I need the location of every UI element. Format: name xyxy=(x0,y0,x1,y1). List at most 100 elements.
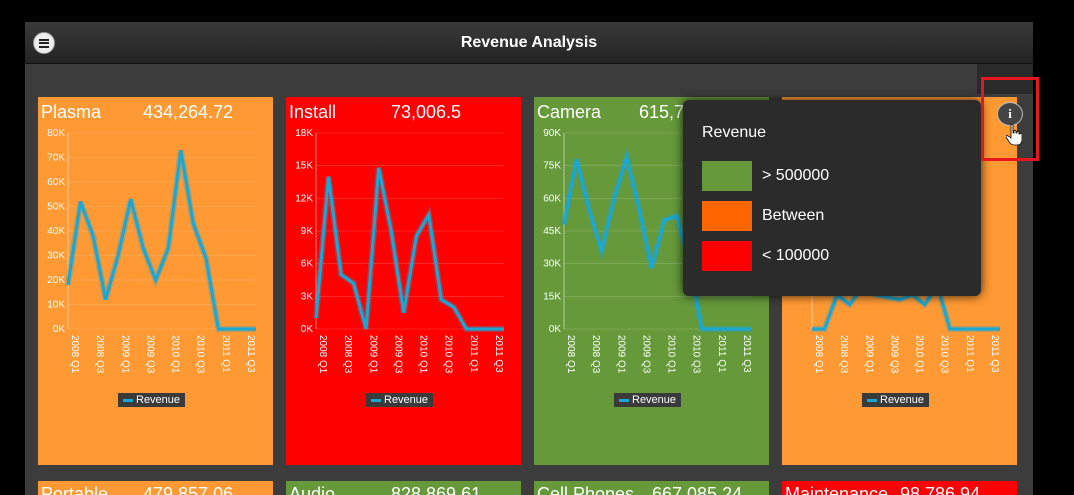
y-tick-label: 9K xyxy=(301,226,314,237)
y-tick-label: 30K xyxy=(47,251,65,262)
y-tick-label: 20K xyxy=(47,275,65,286)
y-tick-label: 15K xyxy=(543,291,561,302)
tile-value: 828,869.61 xyxy=(391,484,482,495)
x-tick-label: 2011 Q3 xyxy=(989,335,1000,373)
chart-tile[interactable]: Maintenance 98,786.94 xyxy=(782,481,1017,495)
chart-legend: Revenue xyxy=(366,393,434,407)
x-tick-label: 2011 Q3 xyxy=(245,335,256,373)
chart-tile[interactable]: Install 73,006.5 18K 15K 12K 9K 6K 3K 0K 2008 Q1 2… xyxy=(286,97,521,465)
x-tick-label: 2008 Q3 xyxy=(838,335,849,374)
tile-value: 73,006.5 xyxy=(391,102,462,122)
legend-swatch-high xyxy=(702,161,752,191)
hand-cursor-icon xyxy=(1006,124,1022,146)
legend-swatch-low xyxy=(702,241,752,271)
x-tick-label: 2010 Q1 xyxy=(914,335,925,374)
chart-tile[interactable]: Cell Phones 667,085.24 xyxy=(534,481,769,495)
series-line-glow xyxy=(313,167,504,332)
legend-swatch xyxy=(867,398,877,402)
tile-value: 667,085.24 xyxy=(652,484,743,495)
y-tick-label: 0K xyxy=(301,324,314,335)
x-tick-label: 2011 Q3 xyxy=(493,335,504,373)
y-tick-label: 6K xyxy=(301,259,314,270)
chart-tile[interactable]: Portable 479,857.06 xyxy=(38,481,273,495)
info-button[interactable]: i xyxy=(997,102,1023,126)
tile-value: 434,264.72 xyxy=(143,102,234,122)
y-tick-label: 0K xyxy=(549,324,562,335)
legend-label: Revenue xyxy=(136,394,181,406)
y-tick-label: 30K xyxy=(543,259,561,270)
y-tick-label: 18K xyxy=(295,128,313,139)
y-tick-label: 10K xyxy=(47,300,65,311)
series-line-revenue xyxy=(562,151,752,331)
x-tick-label: 2009 Q3 xyxy=(392,335,403,374)
legend-label: Revenue xyxy=(384,394,429,406)
x-tick-label: 2008 Q1 xyxy=(813,335,824,374)
title-bar: Revenue Analysis xyxy=(25,22,1033,64)
series-line-revenue xyxy=(812,281,1000,331)
y-tick-label: 90K xyxy=(543,128,561,139)
tile-name: Camera xyxy=(537,102,602,122)
highlight-box xyxy=(981,77,1039,161)
x-tick-label: 2010 Q1 xyxy=(418,335,429,374)
legend-label: Revenue xyxy=(880,394,925,406)
tile-name: Audio xyxy=(289,484,336,495)
x-tick-label: 2011 Q1 xyxy=(964,335,975,373)
x-tick-label: 2010 Q1 xyxy=(666,335,677,374)
chart-legend: Revenue xyxy=(862,393,930,407)
page-title: Revenue Analysis xyxy=(460,34,598,51)
legend-label-mid: Between xyxy=(762,207,825,224)
x-tick-label: 2010 Q1 xyxy=(170,335,181,374)
x-tick-label: 2009 Q3 xyxy=(640,335,651,374)
tile-value: 615,7 xyxy=(639,102,685,122)
y-tick-label: 75K xyxy=(543,161,561,172)
legend-label-high: > 500000 xyxy=(762,167,830,184)
legend-swatch-mid xyxy=(702,201,752,231)
y-tick-label: 40K xyxy=(47,226,65,237)
x-tick-label: 2011 Q1 xyxy=(468,335,479,373)
hamburger-icon xyxy=(39,38,49,48)
y-tick-label: 15K xyxy=(295,161,313,172)
tile-name: Install xyxy=(289,102,337,122)
x-tick-label: 2008 Q3 xyxy=(342,335,353,374)
x-tick-label: 2009 Q3 xyxy=(144,335,155,374)
y-tick-label: 3K xyxy=(301,291,314,302)
x-tick-label: 2010 Q3 xyxy=(691,335,702,374)
x-tick-label: 2008 Q1 xyxy=(69,335,80,374)
y-tick-label: 60K xyxy=(47,177,65,188)
y-tick-label: 45K xyxy=(543,226,561,237)
x-tick-label: 2008 Q3 xyxy=(590,335,601,374)
popup-title: Revenue xyxy=(702,124,767,141)
chart-legend: Revenue xyxy=(118,393,186,407)
x-tick-label: 2011 Q3 xyxy=(741,335,752,373)
tile-name: Cell Phones xyxy=(537,484,635,495)
y-tick-label: 60K xyxy=(543,193,561,204)
tile-name: Maintenance xyxy=(785,484,889,495)
y-tick-label: 80K xyxy=(47,128,65,139)
menu-button[interactable] xyxy=(33,32,55,54)
x-tick-label: 2008 Q1 xyxy=(317,335,328,374)
chart-tile[interactable]: Plasma 434,264.72 80K 70K 60K 50K 40K 30K 20K 10K… xyxy=(38,97,273,465)
legend-swatch xyxy=(123,398,133,402)
y-tick-label: 0K xyxy=(53,324,66,335)
legend-row-high: > 500000 xyxy=(702,161,829,191)
legend-swatch xyxy=(619,398,629,402)
chart-legend: Revenue xyxy=(614,393,682,407)
x-tick-label: 2008 Q3 xyxy=(94,335,105,374)
tile-name: Portable xyxy=(41,484,109,495)
series-line-glow xyxy=(65,149,256,332)
x-tick-label: 2010 Q3 xyxy=(195,335,206,374)
x-tick-label: 2009 Q3 xyxy=(888,335,899,374)
x-tick-label: 2009 Q1 xyxy=(367,335,378,374)
y-tick-label: 12K xyxy=(295,193,313,204)
x-tick-label: 2011 Q1 xyxy=(716,335,727,373)
revenue-line-chart: 2008 Q1 2008 Q3 2009 Q1 2009 Q3 2010 Q1 2010 … xyxy=(811,133,1000,374)
legend-row-low: < 100000 xyxy=(702,241,829,271)
chart-tile[interactable]: Audio 828,869.61 xyxy=(286,481,521,495)
x-tick-label: 2011 Q1 xyxy=(220,335,231,373)
tile-value: 98,786.94 xyxy=(900,484,981,495)
x-tick-label: 2009 Q1 xyxy=(119,335,130,374)
x-tick-label: 2009 Q1 xyxy=(863,335,874,374)
y-tick-label: 50K xyxy=(47,202,65,213)
tile-value: 479,857.06 xyxy=(143,484,234,495)
